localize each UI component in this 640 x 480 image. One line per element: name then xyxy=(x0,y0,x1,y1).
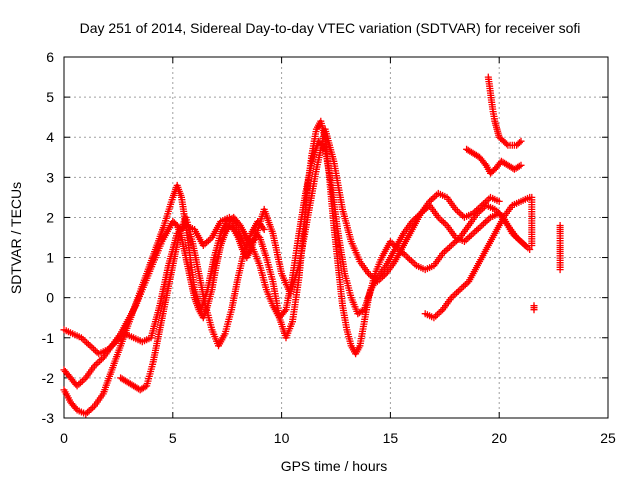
data-point xyxy=(503,140,510,148)
x-tick-label: 20 xyxy=(491,430,507,446)
data-point xyxy=(440,218,447,226)
series-track-g xyxy=(484,73,525,149)
data-point xyxy=(437,307,445,315)
data-point xyxy=(406,255,413,263)
x-tick-label: 10 xyxy=(274,430,290,446)
y-tick-label: -1 xyxy=(42,330,55,346)
data-points xyxy=(60,73,564,418)
y-tick-label: -2 xyxy=(42,370,55,386)
x-axis-title: GPS time / hours xyxy=(281,458,388,474)
data-point xyxy=(409,258,417,266)
x-tick-label: 0 xyxy=(60,430,68,446)
data-point xyxy=(495,197,503,205)
data-point xyxy=(462,236,470,244)
data-point xyxy=(454,287,462,295)
data-point xyxy=(480,220,487,228)
data-point xyxy=(438,217,446,225)
data-point xyxy=(92,360,100,368)
data-point xyxy=(526,246,534,253)
plot-frame xyxy=(63,56,609,419)
data-point xyxy=(521,242,529,249)
data-point xyxy=(427,196,435,204)
data-point xyxy=(440,248,448,256)
data-point xyxy=(429,194,437,202)
data-point xyxy=(483,217,491,225)
y-tick-labels: -3 -2 -1 0 1 2 3 4 5 6 xyxy=(42,49,55,426)
y-tick-label: 5 xyxy=(46,89,54,105)
data-point xyxy=(461,281,469,289)
y-tick-label: 0 xyxy=(46,290,54,306)
series-track-b xyxy=(60,137,529,418)
data-point xyxy=(517,137,525,145)
data-point xyxy=(407,257,415,265)
x-tick-label: 25 xyxy=(600,430,616,446)
data-point xyxy=(441,220,449,228)
data-point xyxy=(442,246,450,254)
series-track-e xyxy=(421,193,534,322)
y-tick-label: 3 xyxy=(46,169,54,185)
data-point xyxy=(528,242,536,249)
chart-title: Day 251 of 2014, Sidereal Day-to-day VTE… xyxy=(80,20,581,36)
data-point xyxy=(281,307,289,315)
y-tick-label: 1 xyxy=(46,250,54,266)
data-point xyxy=(516,139,523,147)
y-axis-title: SDTVAR / TECUs xyxy=(8,182,24,294)
data-point xyxy=(260,226,268,233)
series-track-h xyxy=(528,193,564,314)
data-point xyxy=(458,284,466,292)
data-point xyxy=(259,224,267,232)
data-point xyxy=(517,161,525,169)
series-track-d xyxy=(117,213,268,394)
data-point xyxy=(90,345,98,353)
data-point xyxy=(481,218,489,226)
series-track-f xyxy=(463,145,525,177)
data-point xyxy=(436,215,444,223)
data-point xyxy=(466,233,474,241)
data-point xyxy=(456,286,464,294)
data-point xyxy=(404,254,412,262)
data-point xyxy=(530,306,538,314)
data-point xyxy=(481,160,489,168)
x-tick-label: 5 xyxy=(169,430,177,446)
data-point xyxy=(84,408,91,416)
x-tick-labels: 0 5 10 15 20 25 xyxy=(60,430,616,446)
y-tick-label: 4 xyxy=(46,129,54,145)
data-point xyxy=(460,282,467,290)
data-point xyxy=(435,309,443,317)
data-point xyxy=(478,222,486,229)
y-tick-label: 6 xyxy=(46,49,54,65)
series-track-c xyxy=(60,125,503,358)
y-tick-label: -3 xyxy=(42,410,55,426)
y-tick-label: 2 xyxy=(46,209,54,225)
x-tick-label: 15 xyxy=(383,430,399,446)
data-point xyxy=(556,266,564,274)
